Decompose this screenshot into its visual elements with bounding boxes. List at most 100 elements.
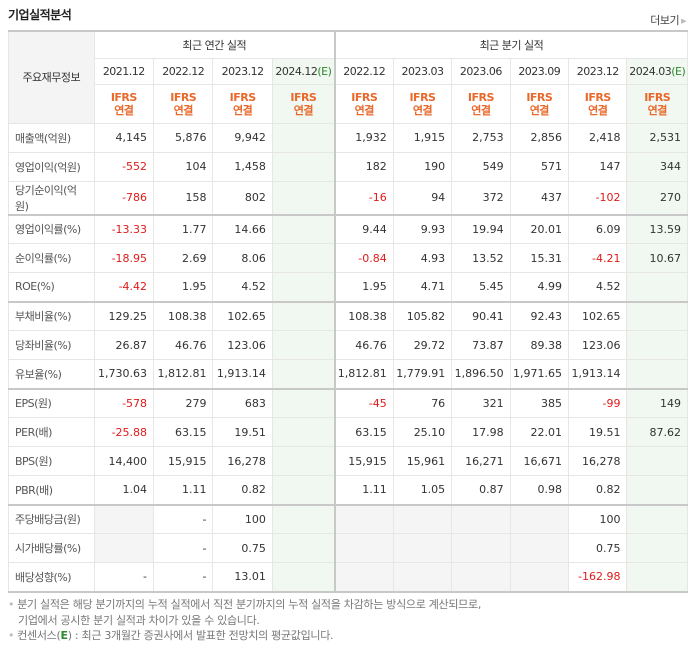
row-label: 당기순이익(억원)	[8, 180, 95, 215]
quarter-value-cell: 1.11	[333, 475, 394, 505]
quarter-value-cell: 1,971.65	[509, 359, 570, 389]
annual-value-cell: 0.82	[212, 475, 273, 505]
annual-value-cell: 8.06	[212, 243, 273, 273]
quarter-value-cell: 29.72	[392, 330, 453, 360]
annual-value-cell: -	[153, 533, 214, 563]
quarter-value-cell: 16,271	[451, 446, 511, 476]
table-row: 유보율(%) 1,730.63 1,812.81 1,913.14 1,812.81 1,…	[8, 359, 688, 389]
annual-group-header: 최근 연간 실적	[93, 30, 336, 59]
quarter-value-cell	[392, 503, 453, 534]
quarter-value-cell: 94	[392, 180, 453, 215]
quarter-value-cell: 63.15	[333, 417, 394, 447]
annual-value-cell: -	[153, 562, 214, 592]
annual-value-cell: 1,913.14	[212, 359, 273, 389]
footnote-2: • 컨센서스(E) : 최근 3개월간 증권사에서 발표한 전망치의 평균값입니다…	[8, 629, 334, 642]
quarter-value-cell: 102.65	[568, 300, 628, 331]
annual-value-cell: 5,876	[153, 122, 214, 153]
row-label: PBR(배)	[8, 475, 95, 505]
quarter-value-cell: -0.84	[333, 243, 394, 273]
quarter-value-cell: 4.99	[509, 272, 570, 302]
quarter-value-cell	[626, 330, 688, 360]
quarter-value-cell: 89.38	[509, 330, 570, 360]
annual-value-cell: 46.76	[153, 330, 214, 360]
annual-value-cell	[271, 300, 336, 331]
table-row: 매출액(억원) 4,145 5,876 9,942 1,932 1,915 2,753 2,8…	[8, 122, 688, 153]
quarter-value-cell: 2,856	[509, 122, 570, 153]
quarter-value-cell: 46.76	[333, 330, 394, 360]
quarter-value-cell: 17.98	[451, 417, 511, 447]
quarter-value-cell	[626, 503, 688, 534]
quarter-value-cell: 10.67	[626, 243, 688, 273]
quarter-value-cell: 15,915	[333, 446, 394, 476]
quarter-value-cell	[333, 562, 394, 592]
row-label: 영업이익(억원)	[8, 151, 95, 182]
quarter-value-cell: 1,812.81	[333, 359, 394, 389]
annual-value-cell: -13.33	[93, 213, 155, 244]
more-link[interactable]: 더보기 ▶	[650, 12, 686, 28]
quarter-value-cell: 0.87	[451, 475, 511, 505]
annual-value-cell: 1,730.63	[93, 359, 155, 389]
annual-value-cell	[271, 330, 336, 360]
annual-value-cell	[271, 180, 336, 215]
quarter-value-cell: 16,671	[509, 446, 570, 476]
row-label: 주당배당금(원)	[8, 503, 95, 534]
estimate-mark: (E)	[671, 64, 686, 78]
quarter-value-cell: 149	[626, 387, 688, 418]
quarter-period-header: 2022.12	[333, 57, 394, 85]
basis-label: IFRS 연결	[212, 83, 273, 124]
basis-label: IFRS 연결	[392, 83, 453, 124]
quarter-value-cell: 1,779.91	[392, 359, 453, 389]
quarter-value-cell: 437	[509, 180, 570, 215]
quarter-value-cell	[626, 533, 688, 563]
quarter-value-cell: 13.59	[626, 213, 688, 244]
annual-value-cell: 802	[212, 180, 273, 215]
annual-period-header: 2021.12	[93, 57, 155, 85]
quarter-value-cell	[626, 300, 688, 331]
quarter-value-cell: 1,932	[333, 122, 394, 153]
estimate-mark: (E)	[317, 64, 332, 78]
quarter-value-cell: 9.44	[333, 213, 394, 244]
row-label: 유보율(%)	[8, 359, 95, 389]
basis-label: IFRS 연결	[93, 83, 155, 124]
quarter-value-cell: 372	[451, 180, 511, 215]
quarter-value-cell: 87.62	[626, 417, 688, 447]
table-row: 영업이익률(%) -13.33 1.77 14.66 9.44 9.93 19.94 20.0…	[8, 213, 688, 244]
annual-value-cell: 0.75	[212, 533, 273, 563]
basis-label: IFRS 연결	[271, 83, 336, 124]
annual-value-cell: 1.11	[153, 475, 214, 505]
quarter-value-cell: 147	[568, 151, 628, 182]
financial-summary-table: 주요재무정보 최근 연간 실적 최근 분기 실적 2021.12 2022.12 2…	[8, 30, 688, 593]
quarter-value-cell: 15,961	[392, 446, 453, 476]
quarter-period-header: 2024.03(E)	[626, 57, 688, 85]
row-label: 순이익률(%)	[8, 243, 95, 273]
row-label: 당좌비율(%)	[8, 330, 95, 360]
quarter-value-cell: 13.52	[451, 243, 511, 273]
basis-label: IFRS 연결	[153, 83, 214, 124]
quarter-value-cell: -102	[568, 180, 628, 215]
annual-value-cell: 108.38	[153, 300, 214, 331]
annual-value-cell: 9,942	[212, 122, 273, 153]
quarter-value-cell	[392, 562, 453, 592]
annual-value-cell: 14,400	[93, 446, 155, 476]
table-row: ROE(%) -4.42 1.95 4.52 1.95 4.71 5.45 4.99 4.52	[8, 272, 688, 302]
annual-period-header: 2024.12(E)	[271, 57, 336, 85]
quarter-value-cell: -162.98	[568, 562, 628, 592]
quarter-value-cell	[451, 562, 511, 592]
annual-value-cell	[271, 272, 336, 302]
table-row: EPS(원) -578 279 683 -45 76 321 385 -99 149	[8, 387, 688, 418]
footnote-1-cont: 기업에서 공시한 분기 실적과 차이가 있을 수 있습니다.	[18, 613, 260, 627]
quarter-value-cell	[509, 562, 570, 592]
annual-value-cell: -18.95	[93, 243, 155, 273]
table-row: PBR(배) 1.04 1.11 0.82 1.11 1.05 0.87 0.98 0.82	[8, 475, 688, 505]
quarter-value-cell: 2,753	[451, 122, 511, 153]
quarter-period-header: 2023.03	[392, 57, 453, 85]
quarter-value-cell: 1,915	[392, 122, 453, 153]
period-header-row: 2021.12 2022.12 2023.12 2024.12(E) 2022.12 20…	[9, 57, 688, 85]
more-label: 더보기	[650, 14, 680, 27]
annual-value-cell: -	[153, 503, 214, 534]
footnotes: • 분기 실적은 해당 분기까지의 누적 실적에서 직전 분기까지의 누적 실적을…	[8, 597, 481, 644]
basis-header-row: IFRS 연결 IFRS 연결 IFRS 연결 IFRS 연결 IFRS 연결 IFRS 연결 IFRS…	[9, 83, 688, 124]
table-row: 배당성향(%) - -13.01 -162.98	[8, 562, 688, 592]
annual-value-cell	[271, 387, 336, 418]
quarter-value-cell: -4.21	[568, 243, 628, 273]
